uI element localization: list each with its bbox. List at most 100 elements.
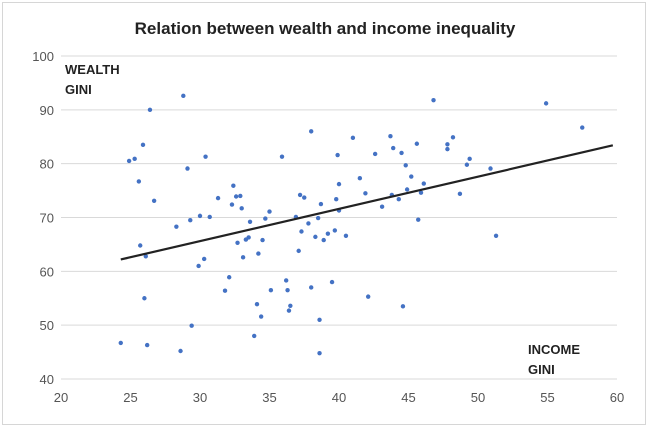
- data-point: [493, 233, 499, 239]
- data-point: [336, 181, 342, 187]
- data-point: [350, 135, 356, 141]
- data-point: [399, 150, 404, 156]
- data-point: [325, 231, 331, 236]
- data-point: [174, 224, 179, 229]
- data-point: [313, 234, 318, 240]
- data-point: [252, 333, 257, 339]
- data-point: [207, 214, 212, 220]
- data-point: [334, 196, 339, 202]
- data-point: [288, 303, 293, 308]
- data-point: [222, 288, 228, 293]
- data-point: [203, 154, 208, 159]
- y-tick-label: 80: [40, 157, 54, 172]
- x-axis-label-line-1: INCOME: [528, 342, 580, 357]
- data-point: [388, 134, 393, 139]
- data-point: [409, 174, 414, 179]
- data-point: [142, 296, 147, 301]
- data-point: [185, 166, 190, 171]
- x-tick-label: 50: [471, 390, 485, 405]
- data-point: [233, 194, 239, 199]
- data-point: [421, 181, 426, 186]
- data-point: [467, 156, 472, 162]
- data-point: [143, 254, 148, 259]
- data-point: [317, 317, 322, 322]
- data-point: [229, 202, 235, 207]
- y-tick-label: 90: [40, 103, 54, 118]
- data-point: [321, 237, 326, 243]
- data-point: [445, 142, 450, 147]
- chart-title: Relation between wealth and income inequ…: [135, 19, 516, 38]
- x-axis-label-line-2: GINI: [528, 362, 555, 377]
- data-point: [396, 196, 401, 202]
- data-points: [118, 93, 585, 356]
- chart-frame: Relation between wealth and income inequ…: [2, 2, 646, 425]
- trendline-layer: [120, 144, 614, 261]
- data-point: [400, 304, 406, 309]
- data-point: [299, 229, 304, 234]
- data-point: [197, 213, 203, 219]
- data-point: [256, 251, 261, 256]
- data-point: [151, 198, 157, 204]
- data-point: [240, 255, 246, 260]
- data-point: [543, 101, 549, 106]
- data-point: [285, 287, 290, 293]
- data-point: [450, 135, 456, 140]
- data-point: [332, 228, 338, 233]
- data-point: [138, 243, 143, 248]
- data-point: [260, 237, 265, 243]
- data-point: [372, 151, 378, 157]
- y-axis-label-line-1: WEALTH: [65, 62, 120, 77]
- data-point: [335, 152, 340, 158]
- y-axis-label-line-2: GINI: [65, 82, 92, 97]
- data-point: [189, 323, 194, 328]
- data-point: [464, 162, 470, 167]
- x-tick-label: 25: [123, 390, 137, 405]
- data-point: [263, 216, 268, 221]
- data-point: [306, 221, 311, 226]
- x-tick-label: 60: [610, 390, 624, 405]
- data-point: [297, 192, 303, 198]
- data-point: [418, 190, 424, 195]
- data-point: [238, 193, 243, 199]
- data-point: [132, 156, 137, 162]
- data-point: [140, 142, 146, 148]
- data-point: [414, 141, 420, 146]
- data-point: [267, 209, 272, 214]
- data-point: [391, 145, 396, 151]
- data-point: [488, 166, 493, 171]
- y-tick-label: 70: [40, 211, 54, 226]
- data-point: [457, 191, 463, 197]
- data-point: [329, 279, 335, 285]
- data-point: [302, 195, 307, 200]
- data-point: [254, 301, 260, 307]
- data-point: [357, 176, 363, 181]
- data-point: [365, 294, 371, 299]
- data-point: [445, 146, 450, 152]
- data-point: [403, 163, 408, 168]
- data-point: [239, 206, 244, 211]
- y-tick-label: 60: [40, 264, 54, 279]
- data-point: [343, 233, 349, 239]
- data-point: [144, 342, 150, 348]
- data-point: [196, 263, 201, 269]
- data-point: [279, 154, 285, 159]
- data-point: [147, 107, 153, 113]
- data-point: [231, 183, 236, 188]
- x-tick-label: 30: [193, 390, 207, 405]
- data-point: [309, 129, 314, 134]
- data-point: [580, 125, 585, 130]
- data-point: [283, 278, 289, 283]
- data-point: [247, 219, 253, 225]
- y-tick-label: 40: [40, 372, 54, 387]
- data-point: [181, 93, 186, 99]
- data-point: [226, 275, 232, 280]
- data-point: [268, 287, 274, 293]
- data-point: [416, 217, 421, 222]
- data-point: [178, 348, 183, 354]
- data-point: [201, 256, 207, 262]
- data-point: [215, 195, 221, 201]
- scatter-chart: Relation between wealth and income inequ…: [32, 19, 624, 405]
- data-point: [296, 248, 301, 254]
- data-point: [246, 235, 251, 240]
- data-point: [235, 240, 240, 246]
